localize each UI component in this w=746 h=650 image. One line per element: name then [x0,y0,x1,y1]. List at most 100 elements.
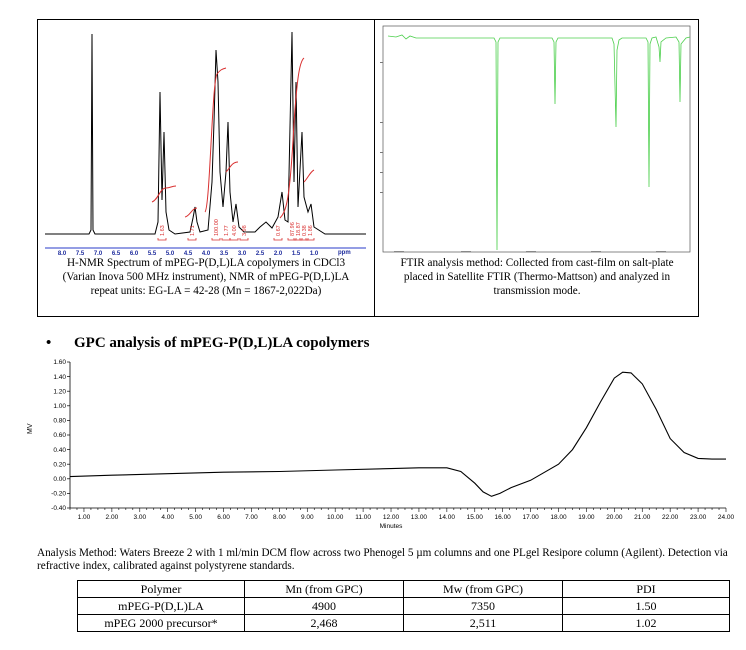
gpc-x-tick-label: 23.00 [690,514,707,521]
ftir-trace [387,34,691,251]
gpc-y-tick-label: 1.60 [53,359,66,366]
gpc-x-tick-label: 20.00 [606,514,623,521]
nmr-caption-line: repeat units: EG-LA = 42-28 (Mn = 1867-2… [90,285,322,297]
nmr-integral-label: 1.71 [190,225,196,236]
gpc-y-tick-label: 0.40 [53,447,66,454]
nmr-integral-label: 0.67 [276,225,282,236]
gpc-y-tick-label: 0.20 [53,461,66,468]
gpc-y-tick-label: -0.20 [51,491,66,498]
gpc-x-tick-label: 12.00 [383,514,400,521]
nmr-tick-label: 5.5 [148,251,157,256]
nmr-integral-label: 1.63 [160,225,166,236]
nmr-integral-label: 3.98 [242,225,248,236]
nmr-tick-label: 7.0 [94,251,103,256]
nmr-integral-bracket [239,238,249,241]
gpc-xlabel: Minutes [380,523,404,530]
gpc-results-table: Polymer Mn (from GPC) Mw (from GPC) PDI … [77,580,730,632]
nmr-tick-label: 4.0 [202,251,211,256]
gpc-x-tick-label: 13.00 [411,514,428,521]
nmr-integral-label: 4.00 [232,225,238,236]
nmr-tick-label: 6.5 [112,251,121,256]
nmr-integral-bracket [221,238,231,241]
gpc-x-tick-label: 15.00 [467,514,484,521]
ftir-caption-line: transmission mode. [493,285,581,297]
gpc-chart: MV 1.60 1.40 1.20 1.00 0.80 0.60 0.40 0.20 0.00 -… [27,359,735,530]
nmr-tick-label: 6.0 [130,251,139,256]
nmr-integral-bracket [305,238,315,241]
spectra-panels [37,19,699,317]
nmr-integral-bracket [299,238,309,241]
table-header-row: Polymer Mn (from GPC) Mw (from GPC) PDI [77,580,730,598]
gpc-x-tick-label: 22.00 [662,514,679,521]
ftir-plot-frame [382,25,691,253]
nmr-integral-bracket [187,238,197,241]
gpc-heading-text: GPC analysis of mPEG-P(D,L)LA copolymers [74,335,370,351]
table-header-cell: Mn (from GPC) [244,580,404,598]
nmr-tick-label: 3.5 [220,251,229,256]
nmr-tick-label: 7.5 [76,251,85,256]
gpc-x-tick-label: 9.00 [301,514,314,521]
gpc-x-tick-label: 5.00 [189,514,202,521]
table-cell: 4900 [244,597,404,615]
gpc-y-tick-label: 0.00 [53,476,66,483]
nmr-integral-label: 1.86 [308,225,314,236]
table-cell: 7350 [403,597,563,615]
nmr-integral-bracket [293,238,303,241]
gpc-x-tick-label: 3.00 [133,514,146,521]
gpc-x-tick-label: 4.00 [161,514,174,521]
nmr-integral-label: 87.96 [290,222,296,236]
table-cell: 2,511 [403,614,563,632]
nmr-tick-label: 2.5 [256,251,265,256]
gpc-x-tick-label: 14.00 [439,514,456,521]
nmr-integral-label: 18.87 [296,222,302,236]
nmr-integral-bracket [211,238,221,241]
gpc-ylabel: MV [27,423,34,434]
gpc-y-tick-label: 0.80 [53,418,66,425]
table-row: mPEG-P(D,L)LA 4900 7350 1.50 [77,597,730,615]
nmr-integral-label: 1.77 [224,225,230,236]
gpc-x-tick-label: 21.00 [634,514,651,521]
table-row: mPEG 2000 precursor* 2,468 2,511 1.02 [77,614,730,632]
table-header-cell: PDI [562,580,730,598]
table-cell: 1.02 [562,614,730,632]
nmr-integral-bracket [287,238,297,241]
nmr-integral-bracket [157,238,167,241]
nmr-integral-bracket [273,238,283,241]
gpc-x-tick-label: 2.00 [106,514,119,521]
table-cell: 2,468 [244,614,404,632]
gpc-x-tick-label: 7.00 [245,514,258,521]
nmr-caption-line: (Varian Inova 500 MHz instrument), NMR o… [62,271,350,283]
nmr-caption: H-NMR Spectrum of mPEG-P(D,L)LA copolyme… [40,256,372,298]
nmr-tick-label: 2.0 [274,251,283,256]
nmr-tick-label: 1.5 [292,251,301,256]
gpc-x-tick-label: 6.00 [217,514,230,521]
gpc-y-tick-label: 1.00 [53,403,66,410]
gpc-heading: • GPC analysis of mPEG-P(D,L)LA copolymer… [46,335,369,352]
table-cell: mPEG-P(D,L)LA [77,597,245,615]
nmr-caption-line: H-NMR Spectrum of mPEG-P(D,L)LA copolyme… [66,257,346,269]
ftir-caption-line: FTIR analysis method: Collected from cas… [400,257,674,269]
gpc-x-tick-label: 19.00 [578,514,595,521]
gpc-x-tick-label: 8.00 [273,514,286,521]
gpc-y-tick-label: 0.60 [53,432,66,439]
nmr-tick-label: 5.0 [166,251,175,256]
nmr-integral-label: 0.38 [302,225,308,236]
table-header-cell: Polymer [77,580,245,598]
gpc-y-tick-label: 1.40 [53,374,66,381]
nmr-axis-unit: ppm [338,250,351,256]
nmr-integral-label: 100.00 [214,219,220,236]
gpc-x-tick-label: 11.00 [355,514,371,521]
panel-divider [374,19,375,317]
ftir-caption: FTIR analysis method: Collected from cas… [378,256,696,298]
table-cell: mPEG 2000 precursor* [77,614,245,632]
nmr-tick-label: 8.0 [58,251,67,256]
gpc-series-line [69,371,726,497]
analysis-method-text: Analysis Method: Waters Breeze 2 with 1 … [37,547,728,572]
gpc-y-tick-label: 1.20 [53,388,66,395]
gpc-x-tick-label: 10.00 [327,514,344,521]
ftir-caption-line: placed in Satellite FTIR (Thermo-Mattson… [403,271,671,283]
nmr-tick-label: 1.0 [310,251,319,256]
gpc-y-tick-label: -0.40 [51,505,66,512]
nmr-integral-bracket [229,238,239,241]
nmr-tick-label: 4.5 [184,251,193,256]
